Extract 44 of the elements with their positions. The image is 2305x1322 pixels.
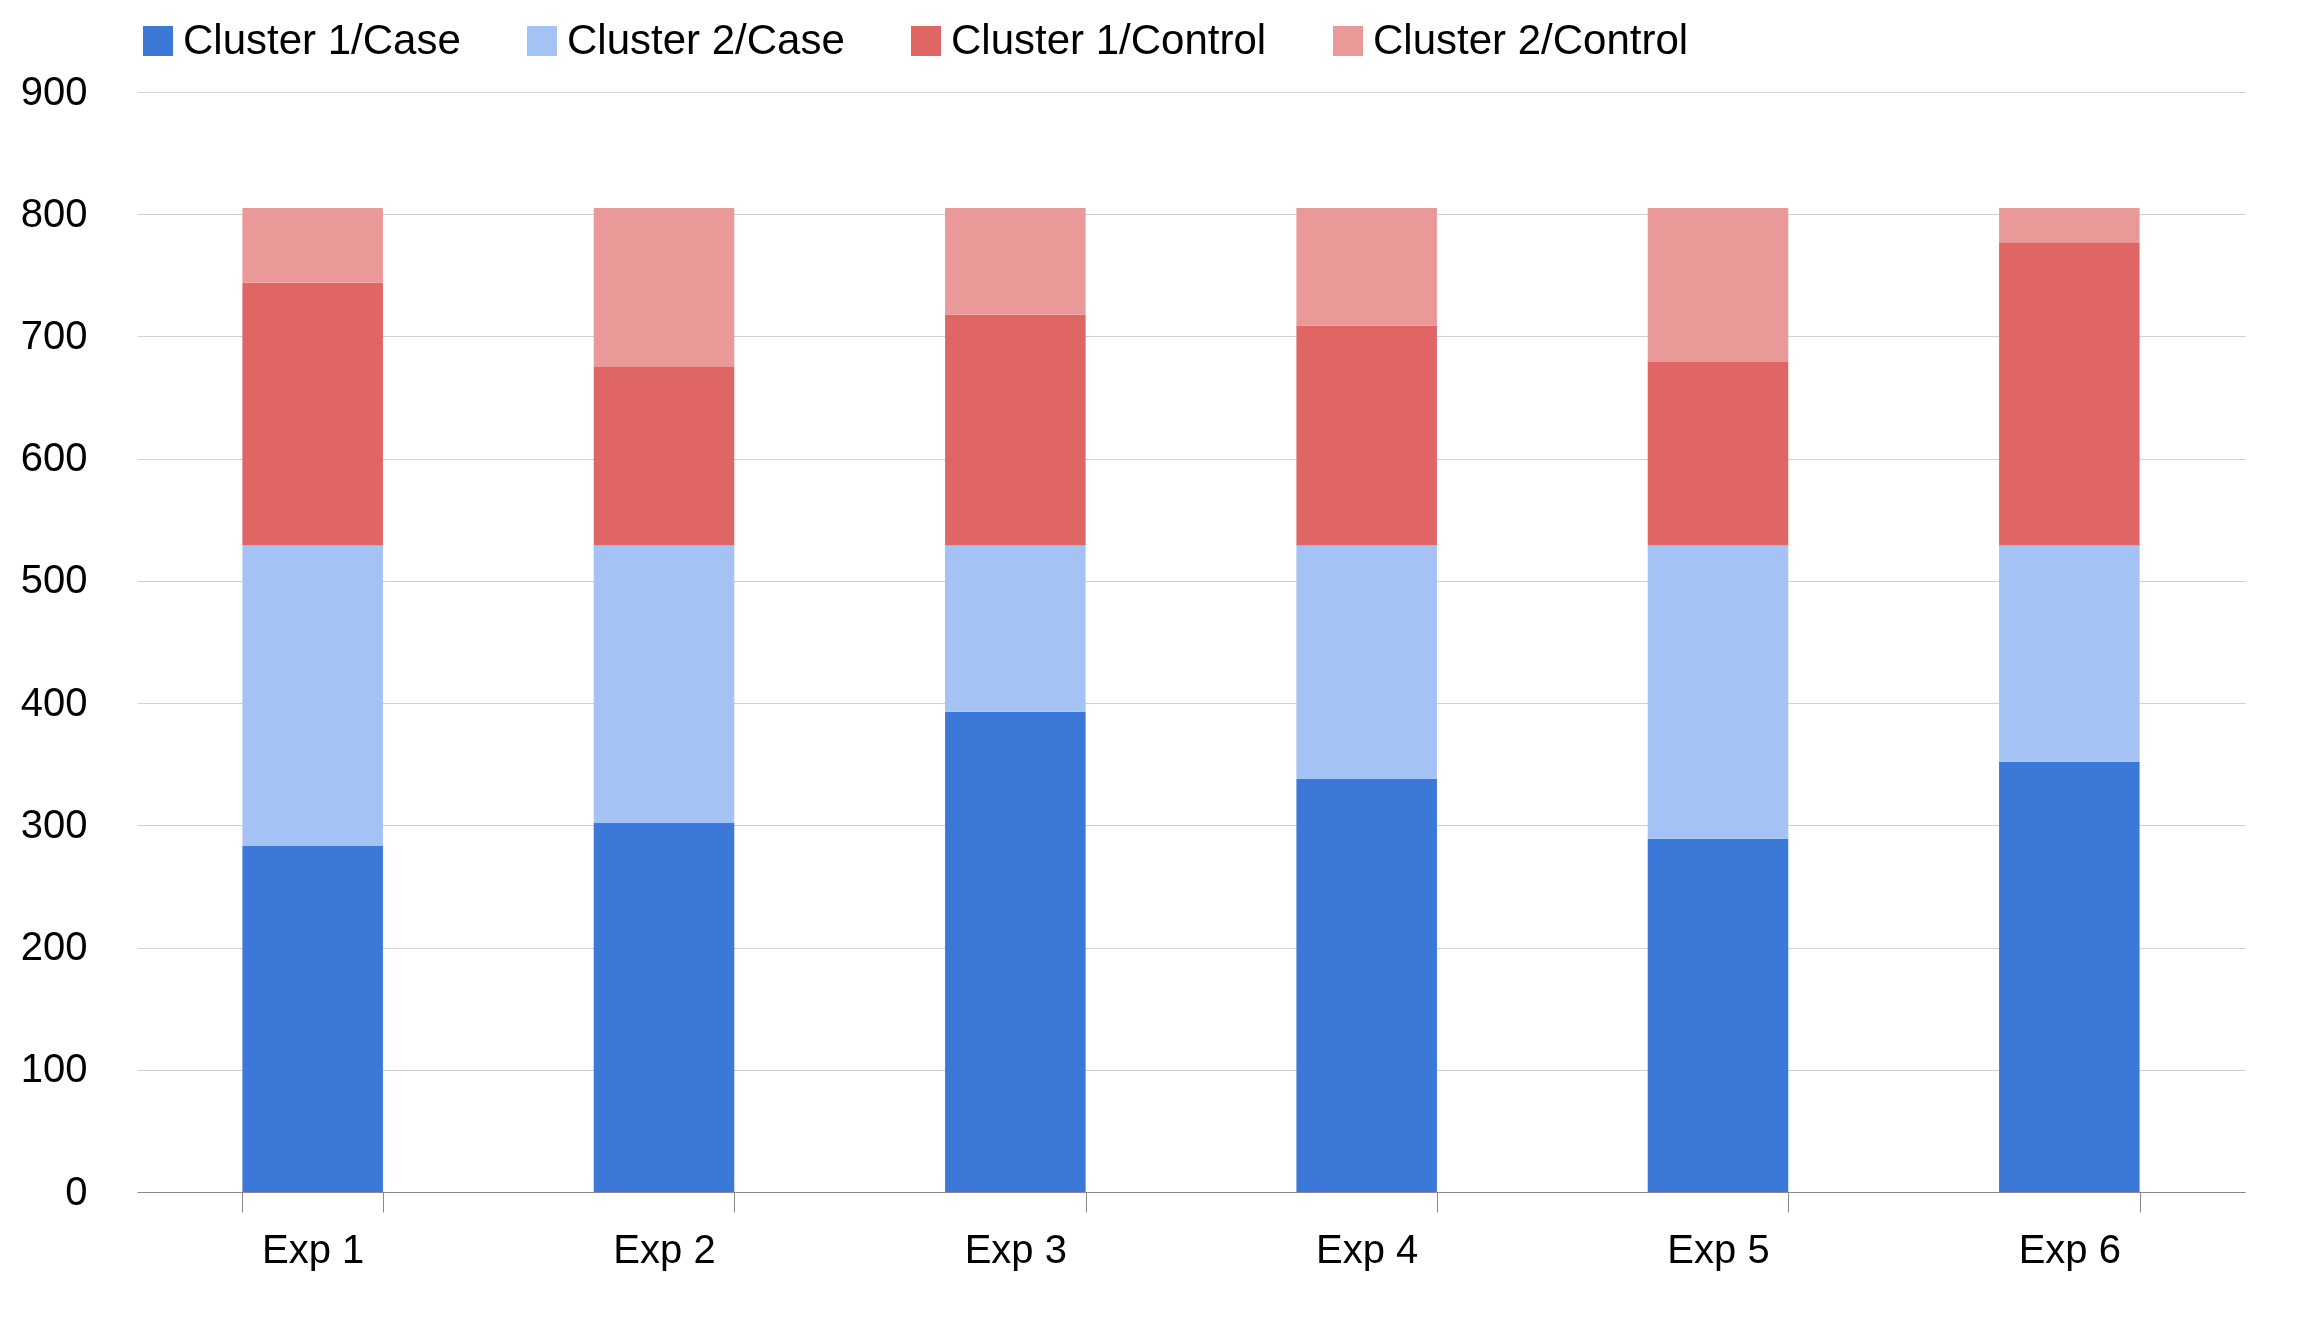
y-tick-label: 700: [20, 312, 88, 357]
y-tick-label: 800: [20, 190, 88, 235]
bar: [945, 711, 1086, 1192]
bar: [1999, 242, 2140, 546]
y-tick-label: 600: [20, 435, 88, 480]
x-tick-label: Exp 5: [1667, 1226, 1770, 1271]
legend-label: Cluster 1/Case: [183, 16, 461, 63]
y-tick-label: 100: [20, 1046, 88, 1091]
bar: [593, 545, 735, 823]
y-tick-label: 0: [65, 1168, 88, 1213]
bar: [945, 545, 1086, 712]
bar: [1647, 545, 1789, 839]
bar: [1647, 362, 1789, 546]
bar: [242, 545, 383, 847]
y-tick-label: 900: [20, 68, 88, 113]
bar: [242, 282, 383, 546]
bar: [1647, 208, 1789, 363]
bar: [1296, 325, 1437, 546]
x-tick-label: Exp 3: [964, 1226, 1067, 1271]
bar: [593, 208, 735, 367]
bar: [593, 822, 735, 1192]
bar: [1999, 545, 2140, 762]
bar: [242, 208, 383, 283]
y-tick-label: 300: [20, 801, 88, 846]
x-tick-label: Exp 2: [613, 1226, 716, 1271]
legend-label: Cluster 1/Control: [951, 16, 1267, 63]
y-tick-label: 500: [20, 557, 88, 602]
bar: [945, 314, 1086, 546]
bar: [1296, 545, 1437, 779]
y-tick-label: 400: [20, 679, 88, 724]
y-tick-label: 200: [20, 924, 88, 969]
bar: [242, 846, 383, 1192]
x-tick-label: Exp 1: [262, 1226, 365, 1271]
bar: [1296, 778, 1437, 1192]
x-tick-label: Exp 6: [2018, 1226, 2121, 1271]
x-tick-label: Exp 4: [1316, 1226, 1419, 1271]
legend-label: Cluster 2/Case: [567, 16, 845, 63]
bar: [945, 208, 1086, 315]
bar: [1999, 761, 2140, 1192]
legend-label: Cluster 2/Control: [1373, 16, 1689, 63]
bar: [1647, 838, 1789, 1192]
bar: [1296, 208, 1437, 326]
bar: [1999, 208, 2140, 243]
bar: [593, 367, 735, 546]
